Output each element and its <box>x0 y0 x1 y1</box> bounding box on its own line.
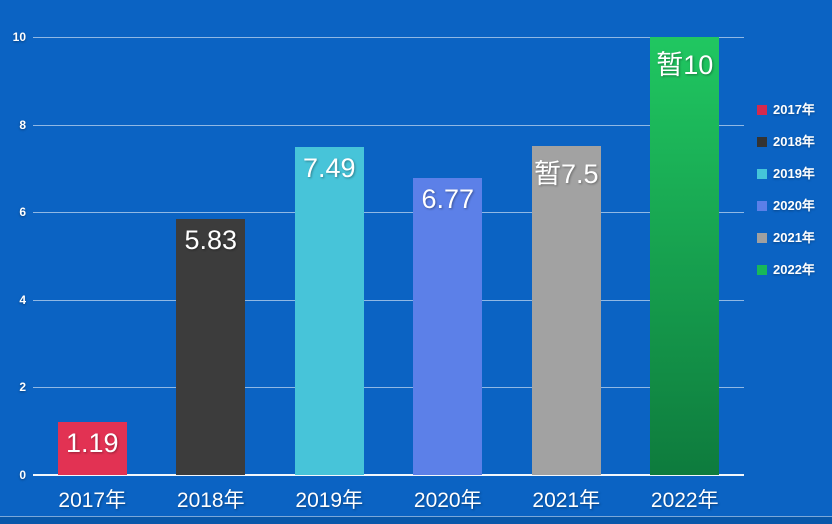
y-tick-label-0: 0 <box>19 467 26 482</box>
x-tick-label-2020年: 2020年 <box>413 488 482 512</box>
bar-value-label: 1.19 <box>65 428 119 459</box>
bar-value-label: 暂7.5 <box>533 159 599 190</box>
bar-value-label: 暂10 <box>656 50 714 80</box>
bar-2021年: 暂7.5 <box>531 146 601 475</box>
bar-2019年: 7.49 <box>294 146 364 475</box>
x-axis-line <box>33 473 744 476</box>
bar-2020年: 6.77 <box>413 178 483 475</box>
y-tick-label-8: 8 <box>19 117 26 132</box>
legend-label: 2021年 <box>773 230 815 245</box>
y-tick-label-6: 6 <box>19 205 26 219</box>
x-tick-label-2017年: 2017年 <box>58 488 127 512</box>
legend-item-2021年: 2021年 <box>757 231 815 244</box>
legend: 2017年 2018年 2019年 2020年 2021年 2022年 <box>757 103 815 295</box>
legend-swatch-icon <box>757 136 767 147</box>
legend-item-2019年: 2019年 <box>757 167 815 180</box>
gridline-y8 <box>33 124 744 126</box>
y-tick-label-2: 2 <box>19 380 26 394</box>
legend-label: 2017年 <box>773 102 815 117</box>
legend-swatch-icon <box>757 200 767 211</box>
legend-item-2020年: 2020年 <box>757 199 815 212</box>
gridline-y4 <box>33 299 744 301</box>
legend-item-2018年: 2018年 <box>757 135 815 148</box>
x-tick-label-2018年: 2018年 <box>176 488 245 512</box>
gridline-y10 <box>33 37 744 38</box>
legend-label: 2022年 <box>773 262 815 277</box>
bottom-strip <box>0 516 832 524</box>
x-tick-label-2021年: 2021年 <box>532 488 601 512</box>
bar-value-label: 7.49 <box>302 152 356 183</box>
bar-value-label: 6.77 <box>421 184 475 215</box>
bar-value-label: 5.83 <box>184 225 238 256</box>
bar-2022年: 暂10 <box>650 37 720 475</box>
bar-2018年: 5.83 <box>176 219 246 475</box>
gridline-y2 <box>33 387 744 388</box>
legend-item-2022年: 2022年 <box>757 263 815 276</box>
x-tick-label-2019年: 2019年 <box>295 488 364 512</box>
x-tick-label-2022年: 2022年 <box>650 488 719 512</box>
gridline-y6 <box>33 212 744 213</box>
bar-2017年: 1.19 <box>57 422 127 475</box>
y-tick-label-4: 4 <box>19 292 26 307</box>
legend-swatch-icon <box>757 264 767 275</box>
legend-label: 2020年 <box>773 198 815 213</box>
legend-item-2017年: 2017年 <box>757 103 815 116</box>
legend-swatch-icon <box>757 232 767 243</box>
y-tick-label-10: 10 <box>12 30 26 44</box>
legend-swatch-icon <box>757 168 767 179</box>
legend-label: 2019年 <box>773 166 815 181</box>
legend-swatch-icon <box>757 104 767 115</box>
legend-label: 2018年 <box>773 134 815 149</box>
